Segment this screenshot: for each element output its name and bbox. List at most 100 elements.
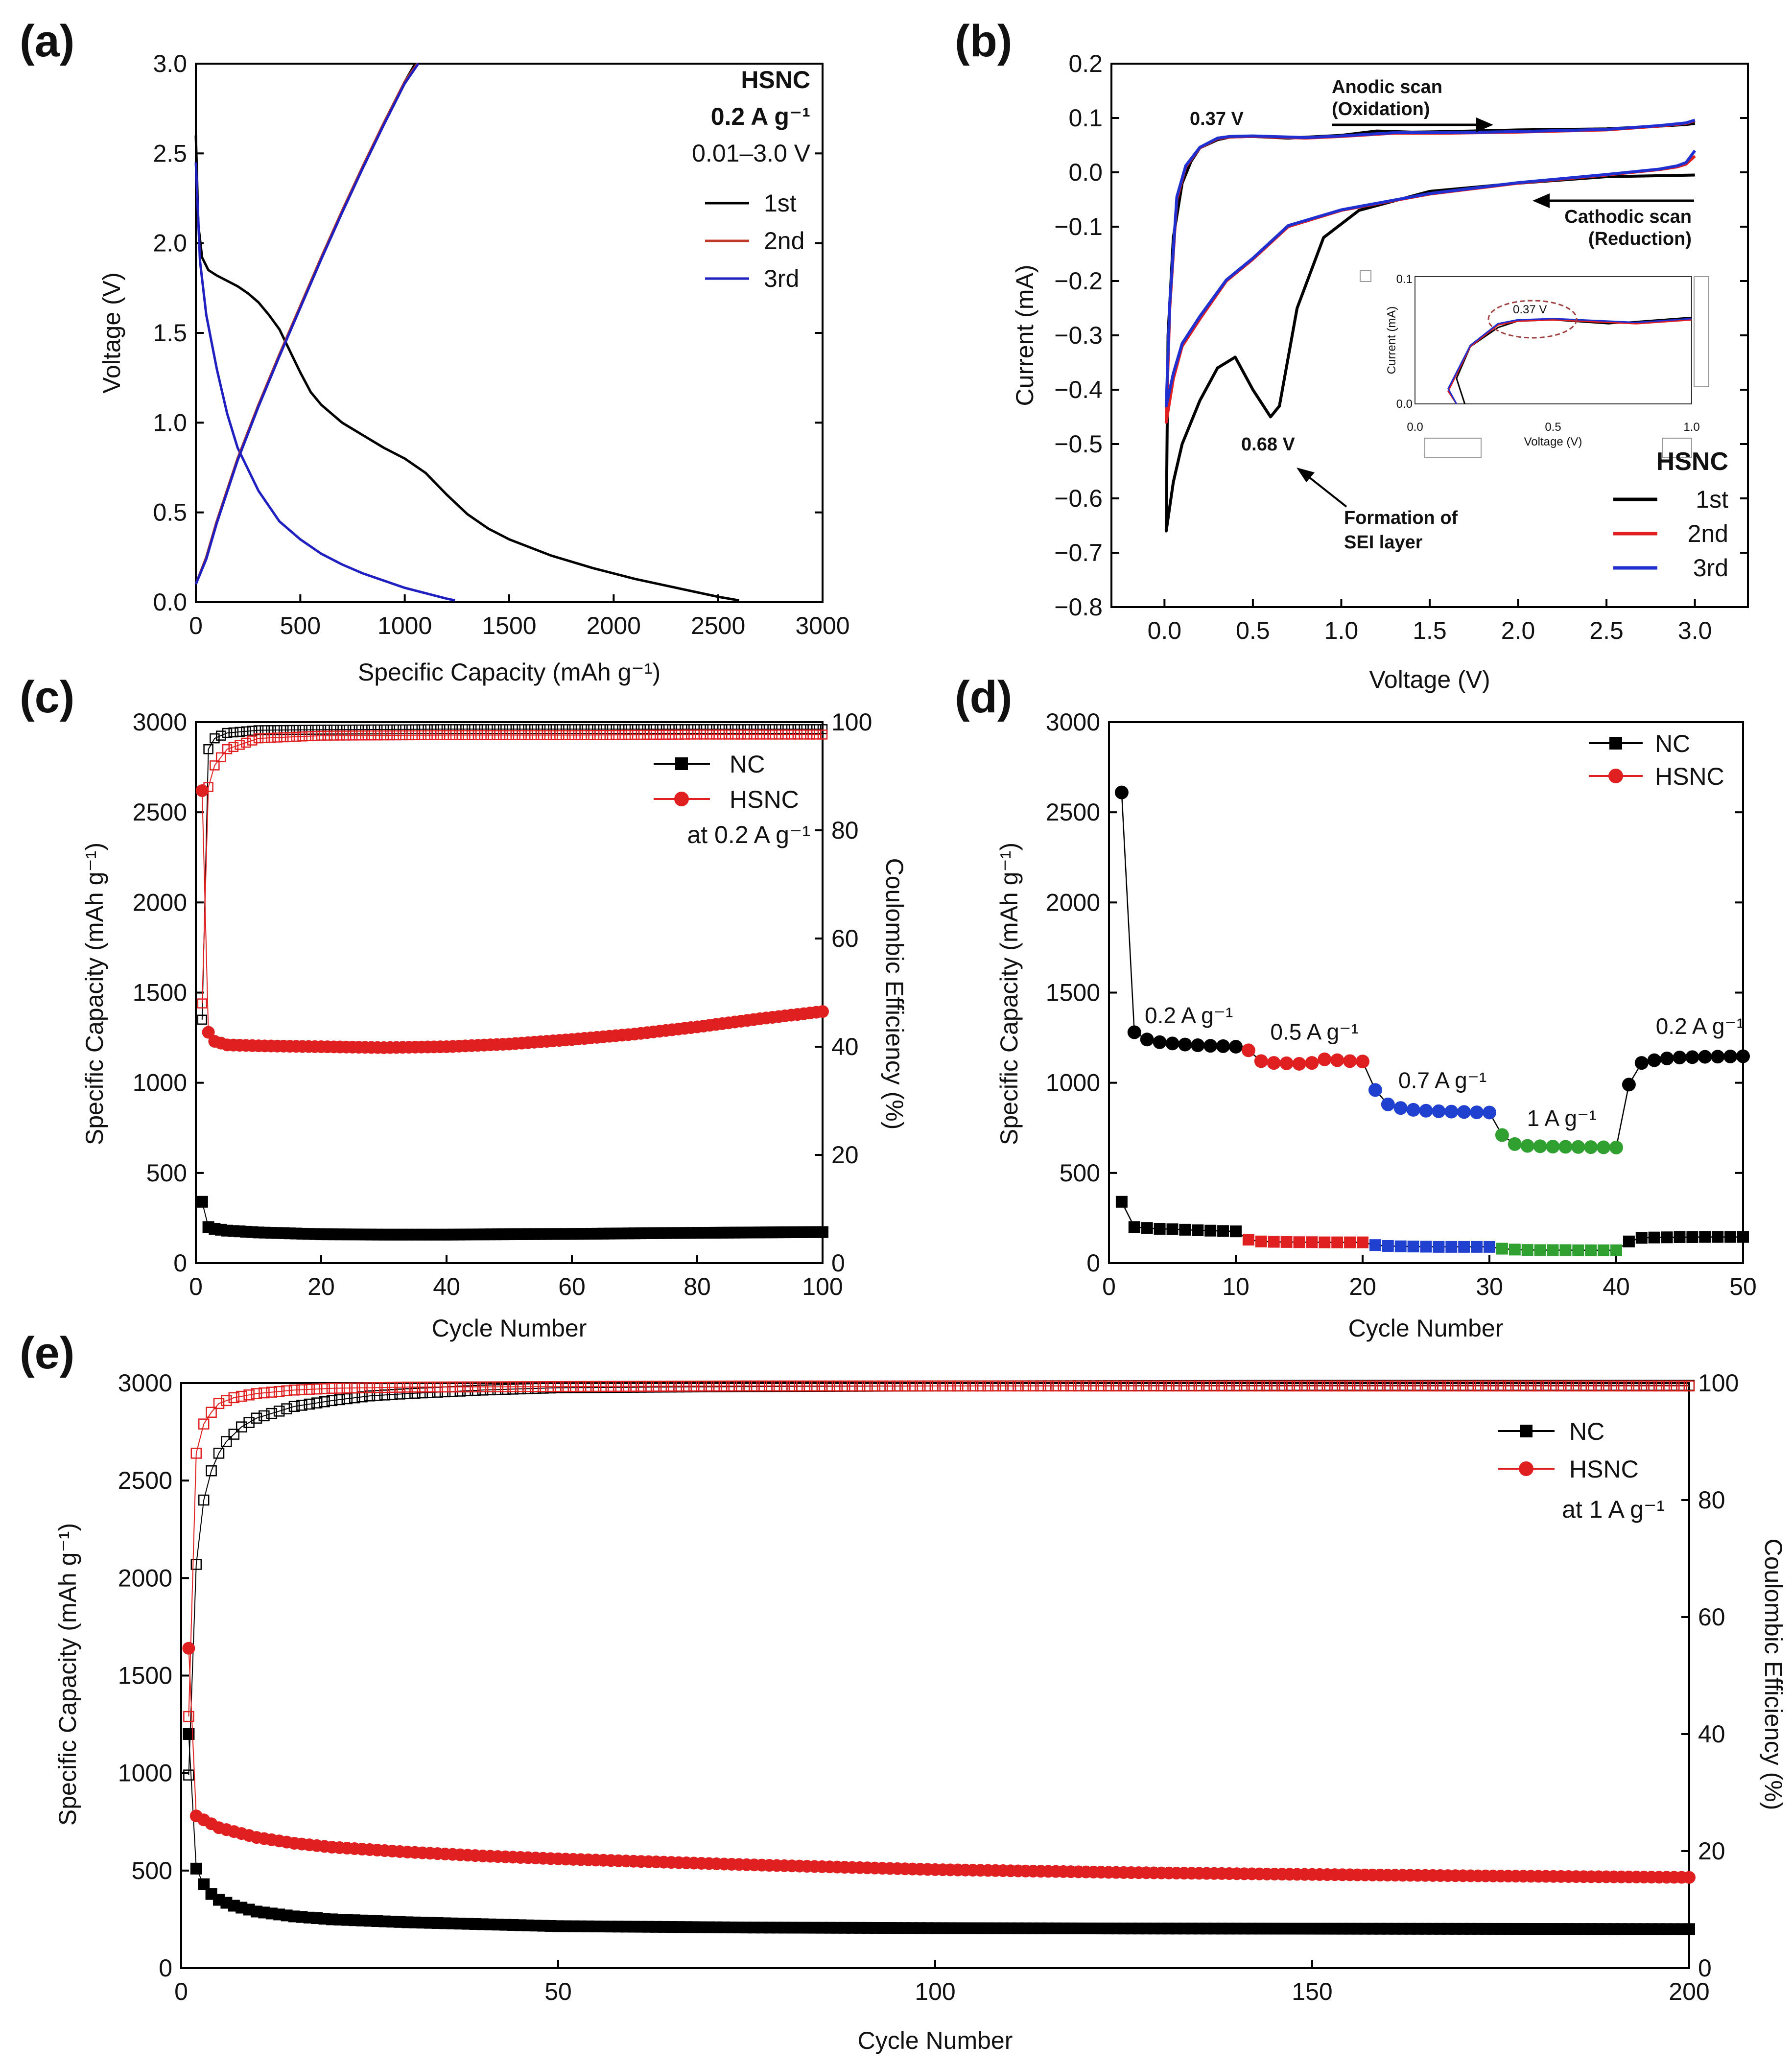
efficiency-point-hsnc bbox=[658, 1381, 669, 1392]
panel-c: (c) 0 20 40 60 80 100 05001000150020002500300… bbox=[20, 672, 908, 1342]
x-axis-title-c: Cycle Number bbox=[432, 1315, 587, 1342]
efficiency-point-hsnc bbox=[839, 1380, 850, 1392]
efficiency-point-hsnc bbox=[620, 1381, 632, 1392]
efficiency-point-nc bbox=[792, 724, 803, 734]
efficiency-point-hsnc bbox=[794, 1380, 805, 1392]
rate-label: 0.7 A g⁻¹ bbox=[1398, 1068, 1486, 1093]
efficiency-point-hsnc bbox=[1314, 1380, 1325, 1392]
y-tick-label: 2.5 bbox=[153, 140, 187, 167]
efficiency-point-hsnc bbox=[213, 1398, 225, 1409]
efficiency-point-hsnc bbox=[288, 1385, 300, 1396]
efficiency-point-hsnc bbox=[681, 1381, 692, 1392]
efficiency-point-nc bbox=[259, 725, 270, 735]
efficiency-point-hsnc bbox=[316, 730, 327, 741]
efficiency-point-nc bbox=[642, 724, 652, 734]
efficiency-point-hsnc bbox=[560, 730, 571, 740]
legend-b: 1st 2nd 3rd bbox=[1613, 486, 1728, 582]
efficiency-point-nc bbox=[309, 725, 320, 735]
rate-point-hsnc bbox=[1292, 1056, 1306, 1071]
efficiency-point-hsnc bbox=[685, 729, 696, 740]
efficiency-point-hsnc bbox=[711, 1380, 722, 1392]
y-tick-label: −0.4 bbox=[1054, 376, 1103, 403]
efficiency-point-hsnc bbox=[1517, 1380, 1529, 1392]
efficiency-point-hsnc bbox=[197, 998, 208, 1009]
legend-label-3rd: 3rd bbox=[764, 265, 799, 292]
efficiency-point-hsnc bbox=[703, 1380, 715, 1392]
efficiency-point-hsnc bbox=[692, 729, 703, 740]
capacity-point-hsnc bbox=[202, 1026, 215, 1039]
efficiency-point-nc bbox=[573, 724, 584, 734]
efficiency-point-hsnc bbox=[251, 1388, 262, 1399]
efficiency-point-hsnc bbox=[472, 730, 483, 740]
rate-point-nc bbox=[1115, 1196, 1128, 1208]
panel-d: (d) 0 10 20 30 40 50 0 500 1000 1500 2000 2500 3000… bbox=[955, 672, 1757, 1342]
efficiency-point-nc bbox=[190, 1559, 202, 1570]
efficiency-point-hsnc bbox=[507, 1381, 519, 1392]
efficiency-point-nc bbox=[329, 725, 339, 735]
efficiency-point-nc bbox=[811, 724, 822, 734]
efficiency-point-hsnc bbox=[284, 732, 295, 742]
capacity-point-nc bbox=[1683, 1923, 1695, 1935]
efficiency-point-hsnc bbox=[304, 731, 314, 741]
efficiency-point-hsnc bbox=[799, 729, 809, 740]
efficiency-point-nc bbox=[698, 724, 709, 734]
efficiency-point-hsnc bbox=[462, 1381, 473, 1393]
y-tick-labels-a: 0.0 0.5 1.0 1.5 2.0 2.5 3.0 bbox=[153, 50, 187, 616]
rate-point-hsnc bbox=[1178, 1037, 1192, 1052]
efficiency-point-nc bbox=[460, 724, 471, 734]
panel-label-c: (c) bbox=[20, 672, 74, 722]
efficiency-point-hsnc bbox=[470, 1381, 481, 1393]
efficiency-point-nc bbox=[284, 725, 295, 735]
efficiency-point-nc bbox=[742, 724, 753, 734]
efficiency-point-hsnc bbox=[401, 1382, 413, 1393]
efficiency-point-hsnc bbox=[847, 1380, 858, 1392]
y-tick-labels-b: 0.2 0.1 0.0 −0.1 −0.2 −0.3 −0.4 −0.5 −0.6 −0.7 −0.… bbox=[1054, 50, 1103, 621]
efficiency-point-nc bbox=[259, 1410, 270, 1422]
efficiency-point-hsnc bbox=[862, 1380, 873, 1392]
efficiency-point-hsnc bbox=[552, 1381, 564, 1392]
efficiency-point-nc bbox=[629, 724, 640, 734]
rate-point-nc bbox=[1141, 1222, 1153, 1234]
efficiency-point-hsnc bbox=[907, 1380, 919, 1392]
rate-point-nc bbox=[1394, 1240, 1407, 1252]
efficiency-point-hsnc bbox=[492, 730, 502, 740]
x-tick-label: 1500 bbox=[482, 612, 536, 639]
efficiency-point-hsnc bbox=[522, 1381, 534, 1392]
efficiency-point-nc bbox=[542, 724, 552, 734]
inset-crop-mark bbox=[1694, 276, 1709, 387]
efficiency-point-nc bbox=[291, 725, 302, 735]
efficiency-point-hsnc bbox=[1563, 1380, 1574, 1392]
efficiency-point-hsnc bbox=[696, 1381, 707, 1392]
efficiency-point-nc bbox=[366, 724, 377, 735]
series-line-3rd-charge bbox=[194, 63, 420, 585]
legend-label-nc: NC bbox=[1655, 730, 1690, 757]
efficiency-point-hsnc bbox=[364, 1382, 376, 1393]
efficiency-point-hsnc bbox=[1578, 1380, 1589, 1392]
anodic-arrow-head bbox=[1476, 117, 1493, 132]
efficiency-point-hsnc bbox=[1457, 1380, 1469, 1392]
efficiency-point-hsnc bbox=[454, 730, 464, 740]
rate-point-hsnc bbox=[1444, 1104, 1459, 1119]
y-tick-label: 500 bbox=[146, 1159, 187, 1187]
rate-point-hsnc bbox=[1419, 1103, 1433, 1118]
x-tick-label: 0 bbox=[1102, 1273, 1116, 1300]
legend-label-1st: 1st bbox=[764, 189, 797, 217]
efficiency-point-nc bbox=[417, 1387, 428, 1399]
rate-point-hsnc bbox=[1736, 1049, 1750, 1063]
y-tick-label: 3000 bbox=[133, 708, 187, 736]
efficiency-point-nc bbox=[379, 1389, 391, 1401]
x-tick-label: 0 bbox=[189, 1273, 203, 1300]
annotation-sample-a: HSNC bbox=[741, 66, 810, 94]
efficiency-point-hsnc bbox=[448, 730, 458, 740]
efficiency-point-hsnc bbox=[266, 732, 276, 743]
efficiency-point-hsnc bbox=[1103, 1380, 1114, 1392]
efficiency-point-nc bbox=[711, 724, 721, 734]
rate-point-hsnc bbox=[1558, 1140, 1573, 1154]
inset-curve-2nd bbox=[1447, 319, 1692, 404]
efficiency-point-nc bbox=[197, 1014, 208, 1025]
legend-marker-hsnc bbox=[1608, 769, 1623, 783]
annotation-cathodic-2: (Reduction) bbox=[1588, 229, 1692, 249]
efficiency-line-hsnc bbox=[201, 734, 823, 1004]
efficiency-point-hsnc bbox=[210, 760, 220, 771]
